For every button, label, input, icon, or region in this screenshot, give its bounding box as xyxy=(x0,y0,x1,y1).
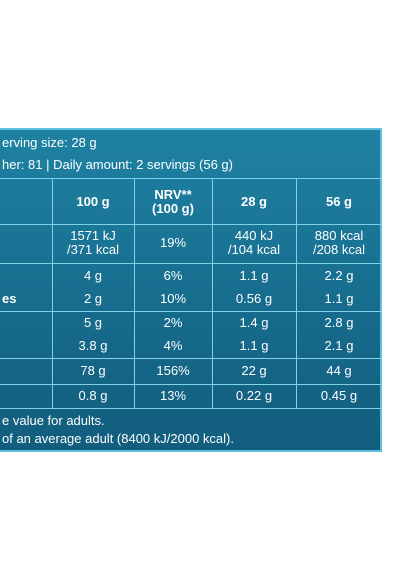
cell: 13% xyxy=(159,388,187,403)
cell: 5 g xyxy=(83,315,103,330)
divider xyxy=(296,178,297,408)
cell: 0.22 g xyxy=(235,388,273,403)
column-header: 56 g xyxy=(325,194,352,209)
cell: 4 g xyxy=(83,267,103,283)
column-header: NRV** (100 g) xyxy=(152,187,194,216)
cell: 2 g xyxy=(83,290,103,306)
divider xyxy=(212,178,213,408)
cell: 1.1 g xyxy=(239,337,269,353)
header-line: erving size: 28 g xyxy=(2,135,97,150)
cell: 2.2 g xyxy=(324,267,354,283)
divider xyxy=(134,178,135,408)
divider xyxy=(0,178,382,179)
cell: 156% xyxy=(156,363,190,378)
divider xyxy=(0,263,382,264)
header-line: her: 81 | Daily amount: 2 servings (56 g… xyxy=(2,157,233,172)
cell: 0.56 g xyxy=(235,290,273,306)
nutrition-label: erving size: 28 g her: 81 | Daily amount:… xyxy=(0,128,382,452)
cell: 3.8 g xyxy=(78,337,108,353)
cell: 1.1 g xyxy=(324,290,354,306)
cell: 2.1 g xyxy=(324,337,354,353)
footer-line: e value for adults. xyxy=(2,413,105,428)
cell: 2.8 g xyxy=(324,315,354,330)
cell: 78 g xyxy=(80,363,106,378)
cell: 2% xyxy=(163,315,183,330)
cell: 1571 kJ /371 kcal xyxy=(66,228,120,257)
cell: 6% xyxy=(163,267,183,283)
cell: 19% xyxy=(159,235,187,250)
cell: 1.4 g xyxy=(239,315,269,330)
cell: 1.1 g xyxy=(239,267,269,283)
divider xyxy=(0,311,382,312)
row-label: es xyxy=(2,290,17,306)
divider xyxy=(0,384,382,385)
column-header: 100 g xyxy=(76,194,110,209)
divider xyxy=(52,178,53,408)
column-header: 28 g xyxy=(240,194,267,209)
cell: 880 kcal /208 kcal xyxy=(312,228,366,257)
cell: 4% xyxy=(163,337,183,353)
cell: 440 kJ /104 kcal xyxy=(227,228,281,257)
cell: 22 g xyxy=(241,363,267,378)
cell: 0.45 g xyxy=(320,388,358,403)
footer-line: of an average adult (8400 kJ/2000 kcal). xyxy=(2,431,234,446)
cell: 44 g xyxy=(326,363,352,378)
divider xyxy=(0,358,382,359)
cell: 10% xyxy=(159,290,187,306)
cell: 0.8 g xyxy=(78,388,108,403)
divider xyxy=(0,224,382,225)
divider xyxy=(0,408,382,409)
